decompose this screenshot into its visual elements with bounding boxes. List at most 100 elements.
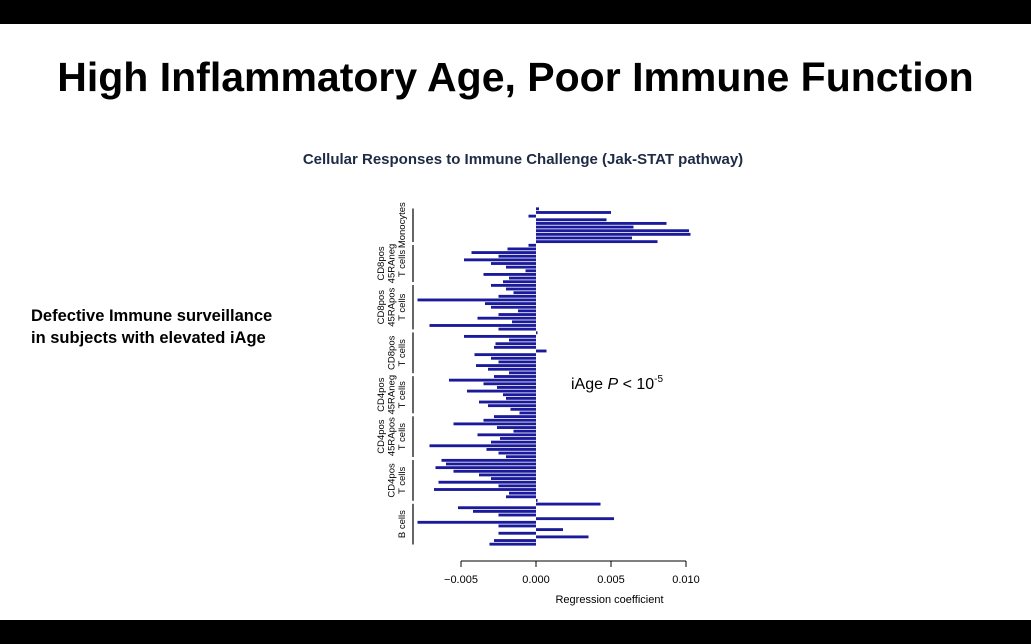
bar-4-0 [494,375,536,378]
bar-5-8 [429,444,536,448]
bar-3-5 [536,349,547,353]
bar-4-3 [497,386,536,389]
bar-7-0 [536,502,601,506]
bar-2-0 [491,283,536,287]
bar-0-1 [536,211,611,214]
bar-0-9 [536,240,658,244]
bar-0-6 [536,229,689,233]
bar-4-4 [467,389,536,393]
bar-1-7 [525,269,536,273]
bar-2-3 [498,294,536,298]
x-axis-title: Regression coefficient [555,594,663,606]
side-note: Defective Immune surveillance in subject… [31,305,351,349]
group-label-4-line-2: T cells [397,381,408,409]
group-label-5-line-0: CD4pos [376,419,387,454]
group-label-4-line-0: CD4pos [376,377,387,412]
group-label-4-line-1: 45RAneg [387,375,398,415]
bar-1-0 [528,243,536,247]
bar-4-10 [519,411,536,415]
bar-5-10 [498,451,536,455]
bar-1-1 [507,247,536,251]
bar-0-2 [528,214,536,218]
bar-7-11 [489,542,536,546]
group-label-1-line-1: 45RAneg [387,244,398,284]
bar-4-5 [503,393,536,397]
bar-3-7 [491,356,536,360]
chart-title: Cellular Responses to Immune Challenge (… [302,151,744,168]
group-label-7-line-0: B cells [397,510,408,538]
bar-3-10 [488,367,536,371]
bar-2-4 [417,298,536,302]
bar-7-6 [498,524,536,528]
bar-6-9 [509,491,536,495]
bar-0-7 [536,232,691,236]
bar-5-5 [477,433,536,437]
bar-5-1 [483,418,536,422]
bar-2-6 [491,305,536,309]
bar-2-2 [513,291,536,295]
bar-2-9 [477,316,536,320]
bar-1-3 [498,254,536,258]
bar-0-3 [536,218,607,222]
bar-1-6 [506,265,536,269]
x-tick-label-1: 0.000 [522,574,550,586]
x-tick-label-0: −0.005 [444,574,478,586]
bar-5-3 [497,426,536,429]
bar-1-4 [464,258,536,262]
bar-3-2 [509,338,536,342]
bar-6-1 [446,462,536,466]
bar-3-9 [476,364,536,367]
bar-1-8 [483,273,536,276]
bar-7-1 [458,506,536,510]
bar-2-11 [429,324,536,327]
group-label-5-line-2: T cells [397,423,408,451]
group-label-2-line-2: T cells [397,293,408,321]
group-label-3-line-1: T cells [397,339,408,367]
bar-7-10 [494,539,536,542]
bar-6-7 [498,484,536,488]
bar-7-9 [536,535,589,539]
group-label-1-line-0: CD8pos [376,246,387,281]
bar-5-6 [500,437,536,440]
letterbox-top [0,0,1031,24]
slide-title: High Inflammatory Age, Poor Immune Funct… [57,54,974,100]
bar-5-4 [513,429,536,433]
bar-3-4 [494,345,536,349]
bar-1-2 [471,251,536,254]
bar-7-5 [417,520,536,524]
bar-2-7 [518,309,536,313]
bar-7-8 [498,531,536,535]
bar-3-8 [498,360,536,364]
bar-5-0 [494,415,536,419]
bar-6-5 [491,477,536,480]
bar-6-4 [479,473,536,477]
bar-6-3 [453,469,536,473]
bar-3-0 [536,331,538,335]
group-label-0-line-0: Monocytes [397,202,408,248]
group-label-6-line-1: T cells [397,467,408,495]
bar-3-3 [495,342,536,346]
bar-4-9 [510,407,536,411]
bar-0-8 [536,236,632,240]
letterbox-bottom [0,620,1031,644]
annotation-pvalue: iAge P < 10-5 [571,374,664,393]
bar-3-6 [474,353,536,357]
group-label-2-line-1: 45RApos [387,287,398,326]
bar-4-7 [479,400,536,404]
bar-6-2 [435,466,536,470]
bar-4-1 [449,378,536,382]
bar-1-10 [503,280,536,284]
bar-6-8 [434,488,536,491]
bar-0-5 [536,225,634,229]
side-note-line-1: Defective Immune surveillance [31,307,273,325]
bar-4-8 [488,404,536,408]
bar-4-6 [506,396,536,400]
bar-7-2 [473,509,536,513]
bar-5-11 [506,455,536,459]
bar-2-10 [512,320,536,324]
bar-4-2 [483,382,536,386]
bar-5-2 [453,422,536,426]
bar-5-9 [486,447,536,451]
bar-6-0 [441,458,536,462]
